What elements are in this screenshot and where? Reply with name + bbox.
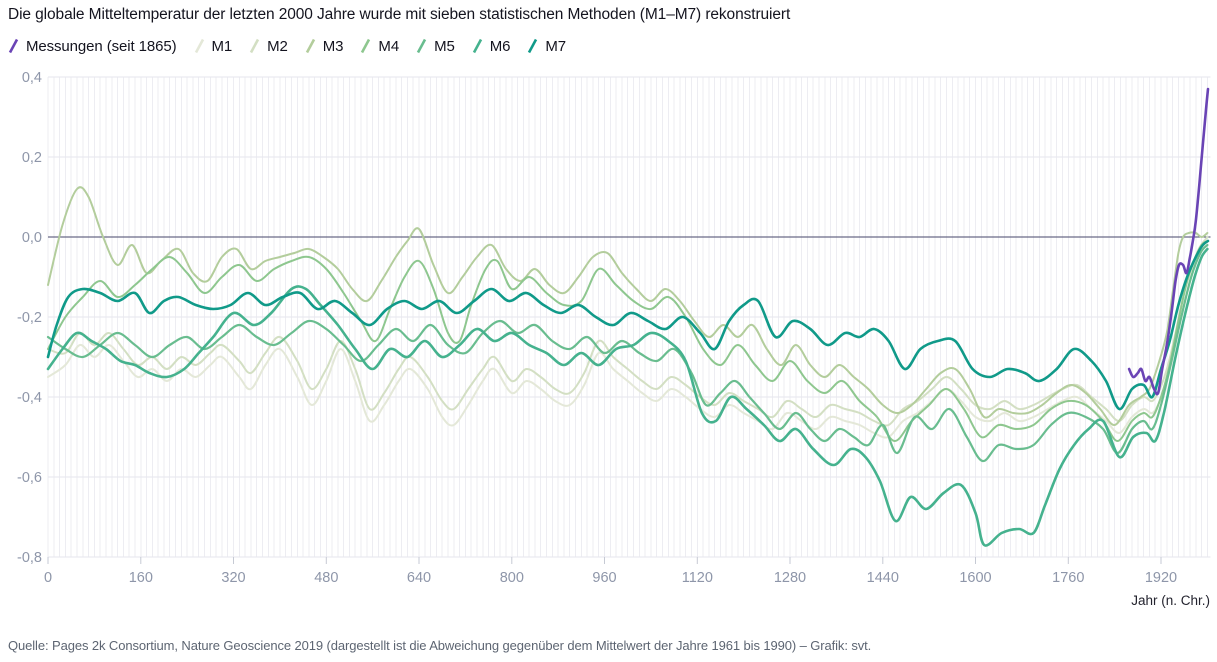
y-axis-tick-label: -0,4 xyxy=(17,390,42,406)
legend-slash-icon xyxy=(305,38,315,54)
legend-label: M6 xyxy=(489,37,511,55)
legend-item-m4: M4 xyxy=(360,38,399,55)
legend-slash-icon xyxy=(528,38,538,54)
x-axis-tick-label: 1600 xyxy=(959,570,991,586)
x-axis-tick-label: 320 xyxy=(221,570,245,586)
series-line-m1 xyxy=(47,240,1209,439)
y-axis-tick-label: 0,2 xyxy=(22,150,42,166)
y-axis-tick-label: 0,4 xyxy=(22,70,42,86)
x-axis-tick-label: 1120 xyxy=(682,570,713,586)
x-axis-tick-label: 960 xyxy=(592,570,616,586)
x-axis-tick-label: 160 xyxy=(129,570,153,586)
chart-legend: Messungen (seit 1865) M1 M2 M3 M4 M5 M6 M7 xyxy=(8,36,583,56)
y-axis-tick-label: -0,8 xyxy=(17,550,42,566)
legend-item-m6: M6 xyxy=(472,37,511,55)
x-axis-tick-label: 480 xyxy=(314,570,338,586)
series-line-messungen-seit-1865- xyxy=(1127,87,1210,396)
legend-slash-icon xyxy=(194,38,204,54)
legend-label: M7 xyxy=(545,37,566,55)
x-axis-tick-label: 800 xyxy=(500,570,524,586)
legend-label: M4 xyxy=(378,37,400,55)
x-axis-tick-label: 1920 xyxy=(1145,570,1177,586)
legend-label: M1 xyxy=(211,37,233,55)
series-line-m3 xyxy=(47,186,1209,426)
legend-item-m1: M1 xyxy=(194,37,233,55)
legend-item-m3: M3 xyxy=(305,38,344,55)
legend-item-m2: M2 xyxy=(249,38,288,55)
legend-label: Messungen (seit 1865) xyxy=(26,37,177,55)
page-title: Die globale Mitteltemperatur der letzten… xyxy=(8,6,791,23)
y-axis-tick-label: 0,0 xyxy=(22,230,42,246)
temperature-line-chart: 0,4 0,2 0,0 -0,2 -0,4 -0,6 -0,80 160 320 480 640 80… xyxy=(17,70,1211,608)
legend-slash-icon xyxy=(416,38,427,54)
series-line-m6 xyxy=(46,247,1209,547)
grid-horizontal xyxy=(48,76,1211,558)
legend-slash-icon xyxy=(249,38,260,54)
legend-label: M5 xyxy=(434,37,455,55)
x-axis-tick-label: 1440 xyxy=(867,570,899,586)
source-caption: Quelle: Pages 2k Consortium, Nature Geos… xyxy=(8,638,872,653)
legend-item-messungen: Messungen (seit 1865) xyxy=(8,38,177,55)
legend-item-m5: M5 xyxy=(416,38,455,55)
series-line-m4 xyxy=(47,240,1209,442)
y-axis-tick-label: -0,2 xyxy=(17,310,42,326)
y-axis-tick-label: -0,6 xyxy=(17,470,42,486)
legend-slash-icon xyxy=(472,38,482,54)
legend-label: M2 xyxy=(267,37,288,55)
x-axis-tick-label: 1280 xyxy=(774,570,806,586)
legend-label: M3 xyxy=(322,37,344,55)
x-axis-tick-label: 0 xyxy=(44,570,52,586)
legend-slash-icon xyxy=(8,38,19,54)
legend-slash-icon xyxy=(361,38,371,54)
series-line-m7 xyxy=(46,239,1210,411)
x-axis-caption: Jahr (n. Chr.) xyxy=(1131,593,1210,608)
legend-item-m7: M7 xyxy=(527,38,566,55)
x-axis-tick-label: 1760 xyxy=(1052,570,1084,586)
x-axis-tick-label: 640 xyxy=(407,570,431,586)
